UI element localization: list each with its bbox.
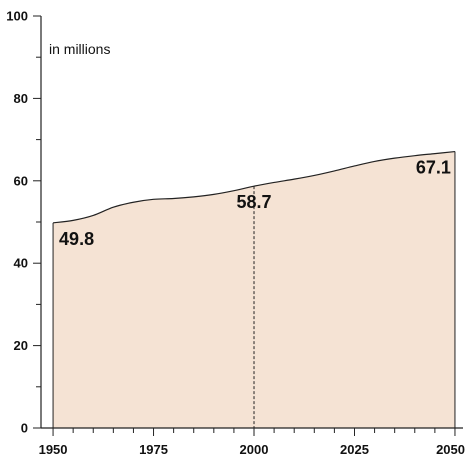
label-layer: 0 20 40 60 80 100 1950 1975 2000 2025 2050 49.8 58.7… [6,9,465,458]
y-tick-label: 0 [21,421,28,436]
x-tick-label: 2050 [436,442,465,457]
y-tick-label: 40 [14,256,28,271]
data-label-1950: 49.8 [59,229,94,249]
area-fill [53,151,455,428]
x-tick-label: 2000 [240,442,269,457]
area-layer [52,150,456,428]
x-tick-label: 2025 [340,442,369,457]
x-tick-label: 1975 [139,442,168,457]
y-tick-label: 100 [6,9,28,24]
y-tick-label: 80 [14,91,28,106]
x-tick-label: 1950 [39,442,68,457]
y-tick-label: 60 [14,173,28,188]
data-label-2050: 67.1 [416,158,451,178]
data-label-2000: 58.7 [236,192,271,212]
y-tick-label: 20 [14,338,28,353]
axis-layer [33,15,463,436]
unit-label: in millions [49,41,110,57]
